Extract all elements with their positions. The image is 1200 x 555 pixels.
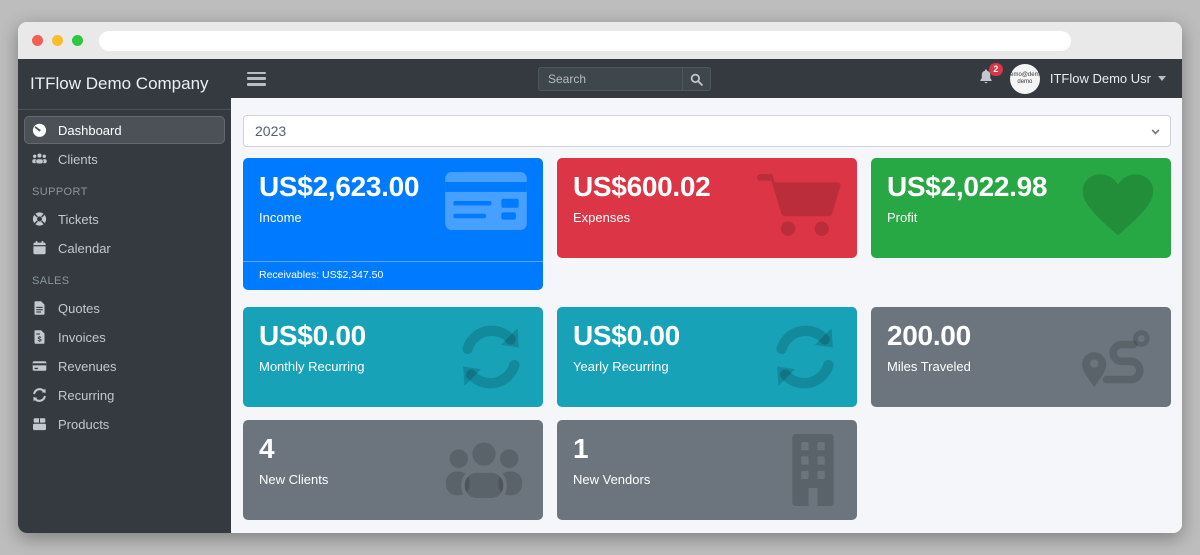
expenses-card[interactable]: US$600.02 Expenses <box>557 158 857 258</box>
card-value: 200.00 <box>887 320 971 351</box>
sidebar-item-recurring[interactable]: Recurring <box>24 381 225 409</box>
card-label: Income <box>259 210 302 225</box>
sidebar-item-label: Dashboard <box>58 122 122 138</box>
route-icon <box>1079 321 1155 391</box>
sidebar-item-label: Revenues <box>58 358 117 374</box>
life-ring-icon <box>32 212 47 226</box>
navbar-search <box>538 67 711 91</box>
monthly-recurring-card[interactable]: US$0.00 Monthly Recurring <box>243 307 543 407</box>
sidebar-section-sales: SALES <box>32 275 70 287</box>
sidebar-item-calendar[interactable]: Calendar <box>24 234 225 262</box>
browser-chrome <box>18 22 1182 59</box>
sidebar-item-products[interactable]: Products <box>24 410 225 438</box>
url-bar[interactable] <box>99 30 1071 51</box>
sync-icon <box>33 388 46 402</box>
card-label: Yearly Recurring <box>573 359 669 374</box>
bell-icon <box>980 68 992 83</box>
sidebar-item-label: Tickets <box>58 211 99 227</box>
top-navbar: 2 demo@demo demo ITFlow Demo Usr <box>231 59 1182 98</box>
tachometer-icon <box>32 123 47 137</box>
browser-window: ITFlow Demo Company Dashboard <box>18 22 1182 533</box>
search-input[interactable] <box>538 67 682 91</box>
sidebar-item-dashboard[interactable]: Dashboard <box>24 116 225 144</box>
main-content: 2023 US$2,623.00 Income <box>231 98 1182 533</box>
sidebar-toggle-button[interactable] <box>247 71 266 86</box>
notification-badge: 2 <box>988 62 1003 76</box>
sidebar-item-invoices[interactable]: $ Invoices <box>24 323 225 351</box>
minimize-window-button[interactable] <box>52 35 63 46</box>
card-value: 1 <box>573 433 589 464</box>
sidebar-item-quotes[interactable]: Quotes <box>24 294 225 322</box>
sidebar-item-label: Calendar <box>58 240 111 256</box>
avatar-text-line2: demo <box>1017 78 1033 85</box>
brand-label: ITFlow Demo Company <box>30 74 209 93</box>
yearly-recurring-card[interactable]: US$0.00 Yearly Recurring <box>557 307 857 407</box>
profit-card[interactable]: US$2,022.98 Profit <box>871 158 1171 258</box>
username-label: ITFlow Demo Usr <box>1049 71 1151 86</box>
card-label: Profit <box>887 210 918 225</box>
box-icon <box>33 418 46 431</box>
heart-icon <box>1081 172 1155 238</box>
sidebar-item-label: Invoices <box>58 329 106 345</box>
svg-text:$: $ <box>37 335 41 344</box>
users-icon <box>32 152 47 165</box>
sidebar: ITFlow Demo Company Dashboard <box>18 59 231 533</box>
card-value: 4 <box>259 433 275 464</box>
sidebar-item-tickets[interactable]: Tickets <box>24 205 225 233</box>
sidebar-item-label: Recurring <box>58 387 115 403</box>
miles-traveled-card[interactable]: 200.00 Miles Traveled <box>871 307 1171 407</box>
sidebar-item-clients[interactable]: Clients <box>24 145 225 173</box>
avatar-text-line1: demo@demo <box>1010 71 1040 78</box>
credit-card-icon <box>32 361 47 371</box>
card-label: Monthly Recurring <box>259 359 365 374</box>
year-select[interactable]: 2023 <box>243 115 1171 147</box>
card-label: New Vendors <box>573 472 651 487</box>
search-icon <box>690 73 703 86</box>
sync-icon <box>455 321 527 393</box>
avatar[interactable]: demo@demo demo <box>1009 63 1040 94</box>
card-value: US$0.00 <box>573 320 680 351</box>
close-window-button[interactable] <box>32 35 43 46</box>
brand-link[interactable]: ITFlow Demo Company <box>18 59 231 110</box>
sidebar-item-label: Clients <box>58 151 98 167</box>
sidebar-section-support: SUPPORT <box>32 186 88 198</box>
new-vendors-card[interactable]: 1 New Vendors <box>557 420 857 520</box>
card-label: Expenses <box>573 210 631 225</box>
income-card[interactable]: US$2,623.00 Income Receivables: US$2,347… <box>243 158 543 290</box>
card-value: US$2,022.98 <box>887 171 1048 202</box>
users-icon <box>441 434 527 506</box>
notifications-button[interactable]: 2 <box>978 62 1003 90</box>
search-button[interactable] <box>682 67 711 91</box>
maximize-window-button[interactable] <box>72 35 83 46</box>
card-label: Miles Traveled <box>887 359 971 374</box>
file-lines-icon <box>34 301 45 315</box>
card-footer: Receivables: US$2,347.50 <box>243 261 543 290</box>
card-value: US$0.00 <box>259 320 366 351</box>
card-label: New Clients <box>259 472 329 487</box>
card-value: US$600.02 <box>573 171 711 202</box>
shopping-cart-icon <box>757 172 841 240</box>
sync-icon <box>769 321 841 393</box>
new-clients-card[interactable]: 4 New Clients <box>243 420 543 520</box>
card-value: US$2,623.00 <box>259 171 420 202</box>
user-dropdown[interactable]: ITFlow Demo Usr <box>1050 71 1166 86</box>
chevron-down-icon <box>1158 76 1166 81</box>
credit-card-icon <box>445 172 527 230</box>
sidebar-item-revenues[interactable]: Revenues <box>24 352 225 380</box>
sidebar-item-label: Products <box>58 416 110 432</box>
sidebar-item-label: Quotes <box>58 300 100 316</box>
file-invoice-dollar-icon: $ <box>34 330 45 344</box>
building-icon <box>785 434 841 506</box>
calendar-icon <box>33 241 46 255</box>
window-controls <box>32 35 83 46</box>
